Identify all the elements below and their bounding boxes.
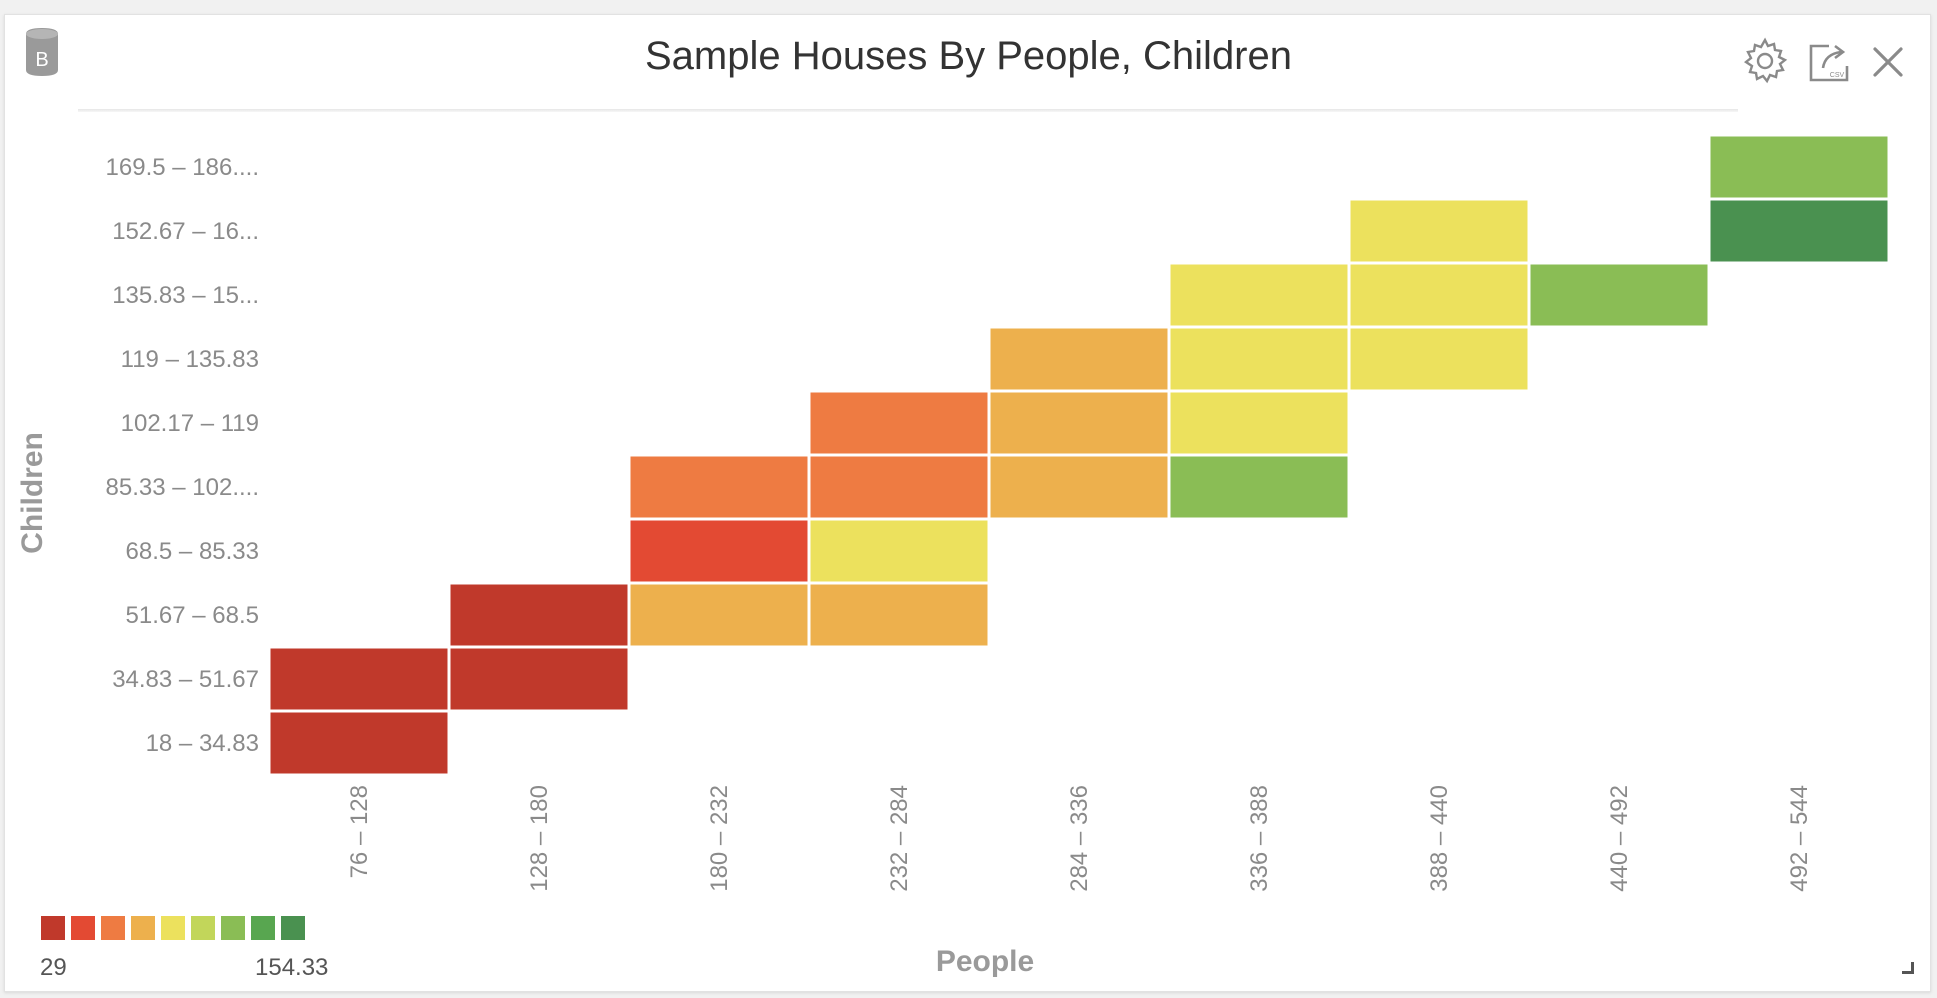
heatmap-cell[interactable] bbox=[987, 389, 1171, 457]
x-axis-tick-labels: 76 – 128 128 – 180 180 – 232 232 – 284 284 –… bbox=[346, 785, 1813, 892]
resize-handle[interactable] bbox=[1900, 960, 1916, 976]
heatmap-cell[interactable] bbox=[1167, 325, 1351, 393]
y-axis-label: Children bbox=[16, 432, 49, 554]
heatmap-cell[interactable] bbox=[1347, 261, 1531, 329]
legend-swatch bbox=[251, 916, 275, 940]
x-tick-label: 492 – 544 bbox=[1786, 785, 1813, 892]
legend-swatch bbox=[101, 916, 125, 940]
x-tick-label: 388 – 440 bbox=[1426, 785, 1453, 892]
heatmap-cell[interactable] bbox=[627, 517, 811, 585]
heatmap-cells bbox=[267, 133, 1891, 777]
x-tick-label: 232 – 284 bbox=[886, 785, 913, 892]
y-axis-tick-labels: 18 – 34.83 34.83 – 51.67 51.67 – 68.5 68.5 … bbox=[106, 154, 259, 757]
heatmap-cell[interactable] bbox=[807, 453, 991, 521]
heatmap-cell[interactable] bbox=[1347, 325, 1531, 393]
x-tick-label: 180 – 232 bbox=[706, 785, 733, 892]
y-tick-label: 102.17 – 119 bbox=[121, 410, 259, 437]
y-tick-label: 85.33 – 102.... bbox=[106, 474, 259, 501]
y-tick-label: 152.67 – 16... bbox=[112, 218, 259, 245]
x-tick-label: 336 – 388 bbox=[1246, 785, 1273, 892]
chart-title: Sample Houses By People, Children bbox=[644, 34, 1292, 78]
export-csv-badge: CSV bbox=[1830, 72, 1845, 79]
heatmap-cell[interactable] bbox=[1347, 197, 1531, 265]
heatmap-cell[interactable] bbox=[1527, 261, 1711, 329]
heatmap-cell[interactable] bbox=[447, 581, 631, 649]
gear-icon[interactable] bbox=[1740, 36, 1790, 86]
heatmap-cell[interactable] bbox=[447, 645, 631, 713]
heatmap-cell[interactable] bbox=[807, 581, 991, 649]
title-divider bbox=[78, 109, 1738, 112]
y-tick-label: 135.83 – 15... bbox=[112, 282, 259, 309]
x-tick-label: 76 – 128 bbox=[346, 785, 373, 878]
close-icon[interactable] bbox=[1866, 40, 1910, 84]
legend-swatch bbox=[191, 916, 215, 940]
heatmap-cell[interactable] bbox=[267, 709, 451, 777]
database-badge-letter: B bbox=[35, 49, 48, 71]
legend-swatch bbox=[71, 916, 95, 940]
heatmap-cell[interactable] bbox=[267, 645, 451, 713]
heatmap-cell[interactable] bbox=[807, 389, 991, 457]
legend-swatch bbox=[281, 916, 305, 940]
x-tick-label: 128 – 180 bbox=[526, 785, 553, 892]
legend-max-label: 154.33 bbox=[255, 954, 329, 981]
legend-swatch bbox=[221, 916, 245, 940]
x-axis-label: People bbox=[936, 945, 1034, 978]
y-tick-label: 51.67 – 68.5 bbox=[126, 602, 259, 629]
heatmap-cell[interactable] bbox=[987, 325, 1171, 393]
x-tick-label: 440 – 492 bbox=[1606, 785, 1633, 892]
heatmap-cell[interactable] bbox=[1167, 389, 1351, 457]
y-tick-label: 169.5 – 186.... bbox=[106, 154, 259, 181]
heatmap-cell[interactable] bbox=[627, 453, 811, 521]
heatmap-cell[interactable] bbox=[807, 517, 991, 585]
y-tick-label: 18 – 34.83 bbox=[146, 730, 259, 757]
x-tick-label: 284 – 336 bbox=[1066, 785, 1093, 892]
heatmap-cell[interactable] bbox=[1707, 197, 1891, 265]
y-tick-label: 119 – 135.83 bbox=[121, 346, 259, 373]
legend-swatch bbox=[131, 916, 155, 940]
export-csv-icon[interactable]: CSV bbox=[1805, 38, 1853, 86]
y-tick-label: 68.5 – 85.33 bbox=[126, 538, 259, 565]
legend-min-label: 29 bbox=[40, 954, 67, 981]
heatmap-cell[interactable] bbox=[987, 453, 1171, 521]
heatmap-cell[interactable] bbox=[1167, 453, 1351, 521]
database-icon[interactable]: B bbox=[20, 24, 64, 80]
heatmap-cell[interactable] bbox=[1167, 261, 1351, 329]
heatmap-cell[interactable] bbox=[627, 581, 811, 649]
legend-swatch bbox=[41, 916, 65, 940]
heatmap-cell[interactable] bbox=[1707, 133, 1891, 201]
y-tick-label: 34.83 – 51.67 bbox=[112, 666, 259, 693]
legend-swatch bbox=[161, 916, 185, 940]
